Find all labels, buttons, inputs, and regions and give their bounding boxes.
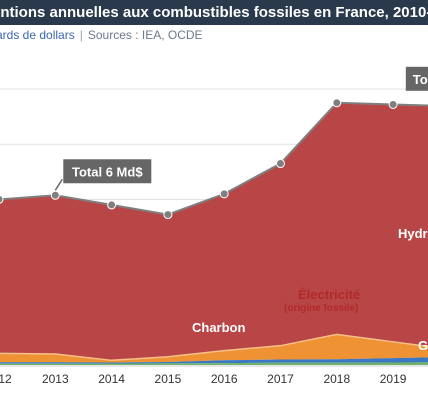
- area-electricite: [0, 334, 428, 363]
- area-hydrocarbures: [0, 102, 428, 361]
- total-point: [332, 98, 342, 108]
- label-electricite-sub: (origine fossile): [284, 303, 358, 314]
- electricite-edge: [0, 333, 428, 362]
- subtitle-separator: |: [79, 28, 83, 42]
- area-gaz: [0, 362, 428, 365]
- chart-subtitle: ards de dollars | Sources : IEA, OCDE: [0, 28, 203, 42]
- callout-box-total-right: [405, 66, 428, 91]
- x-tick-label: 2018: [323, 372, 350, 386]
- total-line: [0, 101, 428, 216]
- total-point: [276, 159, 285, 169]
- total-point: [388, 99, 398, 109]
- stacked-areas: [0, 102, 428, 365]
- title-bar: entions annuelles aux combustibles fossi…: [0, 0, 428, 25]
- x-axis-band: [0, 366, 428, 400]
- total-point: [219, 189, 229, 199]
- x-tick-label: 2014: [98, 372, 125, 386]
- label-gaz: G: [418, 338, 428, 353]
- total-point: [0, 195, 4, 204]
- x-tick-label: 2017: [267, 372, 294, 386]
- area-charbon: [0, 357, 428, 364]
- subtitle-source: Sources : IEA, OCDE: [87, 28, 203, 42]
- x-tick-label: 2016: [211, 372, 238, 386]
- label-charbon: Charbon: [192, 320, 246, 335]
- total-point: [163, 210, 173, 220]
- x-tick-label: 12: [0, 372, 12, 386]
- subtitle-unit: ards de dollars: [0, 28, 75, 42]
- x-tick-label: 2015: [155, 372, 182, 386]
- chart-title: entions annuelles aux combustibles fossi…: [0, 4, 428, 21]
- callout-total-6-label: Total 6 Md$: [72, 164, 143, 179]
- total-point: [107, 200, 117, 210]
- total-point: [50, 190, 60, 200]
- label-electricite: Électricité: [298, 287, 360, 302]
- callout-box-total-6: [63, 159, 152, 184]
- callout-leader: [54, 178, 63, 191]
- callout-total-right-label: Tot: [413, 72, 428, 87]
- x-tick-label: 2013: [42, 372, 69, 386]
- label-hydrocarbures: Hydr: [398, 226, 428, 241]
- x-tick-label: 2019: [380, 372, 407, 386]
